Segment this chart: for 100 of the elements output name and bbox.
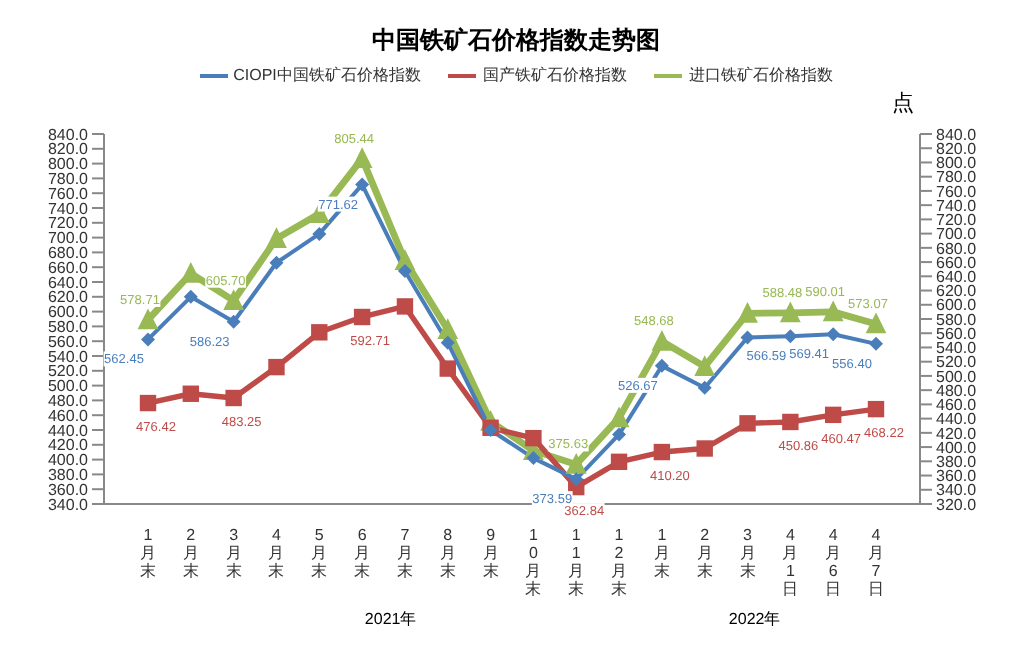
point bbox=[397, 263, 412, 278]
x-tick-label: 7月末 bbox=[396, 526, 413, 580]
x-tick-label: 10月末 bbox=[525, 526, 542, 598]
point bbox=[651, 329, 673, 351]
x-tick-label: 3月末 bbox=[739, 526, 756, 580]
point bbox=[826, 327, 841, 342]
point bbox=[312, 226, 327, 241]
text: 2022年 bbox=[726, 608, 783, 630]
y2-tick-label: 600.0 bbox=[936, 296, 978, 315]
legend-label: CIOPI中国铁矿石价格指数 bbox=[233, 64, 421, 86]
point bbox=[569, 472, 584, 487]
point bbox=[565, 453, 587, 474]
y2-tick-label: 480.0 bbox=[936, 381, 978, 400]
x-tick-label: 6月末 bbox=[354, 526, 371, 580]
point bbox=[869, 336, 883, 351]
point bbox=[266, 227, 287, 248]
x-tick-label: 4月7日 bbox=[868, 526, 884, 598]
legend-label: 进口铁矿石价格指数 bbox=[688, 64, 833, 86]
y2-tick-label: 520.0 bbox=[936, 353, 978, 372]
y2-tick-label: 740.0 bbox=[936, 196, 978, 215]
y2-tick-label: 540.0 bbox=[936, 339, 978, 358]
y2-tick-label: 320.0 bbox=[936, 495, 978, 514]
point bbox=[697, 380, 712, 395]
point bbox=[225, 389, 242, 407]
y2-tick-label: 380.0 bbox=[936, 452, 978, 471]
point bbox=[525, 429, 542, 447]
point bbox=[269, 255, 284, 270]
y-tick-label: 620.0 bbox=[47, 288, 90, 307]
y-tick-label: 600.0 bbox=[47, 303, 90, 322]
y-tick-label: 500.0 bbox=[47, 377, 90, 396]
x-tick-label: 4月1日 bbox=[782, 526, 799, 598]
x-tick-label: 4月末 bbox=[268, 526, 285, 580]
y-tick-label: 740.0 bbox=[47, 199, 90, 218]
point bbox=[355, 177, 370, 192]
x-tick-label: 9月末 bbox=[482, 526, 499, 580]
point bbox=[437, 318, 459, 340]
y2-tick-label: 580.0 bbox=[936, 310, 978, 329]
point bbox=[782, 413, 799, 431]
point bbox=[824, 406, 842, 424]
point bbox=[353, 308, 371, 326]
x-tick-label: 2月末 bbox=[696, 526, 713, 580]
y-tick-label: 340.0 bbox=[47, 495, 90, 514]
y2-tick-label: 340.0 bbox=[936, 481, 978, 500]
point bbox=[867, 400, 885, 418]
y2-tick-label: 500.0 bbox=[936, 367, 978, 386]
x-tick-label: 11月末 bbox=[568, 526, 585, 598]
y-tick-label: 680.0 bbox=[47, 244, 90, 263]
point bbox=[182, 385, 200, 402]
point bbox=[139, 394, 157, 412]
point bbox=[223, 289, 245, 311]
y-tick-label: 440.0 bbox=[47, 421, 90, 440]
y2-tick-label: 620.0 bbox=[936, 282, 978, 301]
y2-tick-label: 800.0 bbox=[936, 154, 978, 173]
y2-tick-label: 360.0 bbox=[936, 467, 978, 486]
point bbox=[439, 360, 456, 377]
x-tick-label: 8月末 bbox=[439, 526, 456, 580]
y2-tick-label: 840.0 bbox=[936, 125, 978, 144]
x-tick-label: 5月末 bbox=[311, 526, 328, 580]
legend-label: 国产铁矿石价格指数 bbox=[482, 64, 627, 86]
y2-tick-label: 720.0 bbox=[936, 211, 978, 230]
point bbox=[740, 330, 755, 345]
x-tick-label: 2月末 bbox=[182, 526, 199, 580]
point bbox=[183, 289, 198, 304]
y2-tick-label: 420.0 bbox=[936, 424, 978, 443]
y2-tick-label: 660.0 bbox=[936, 253, 978, 272]
y-tick-label: 480.0 bbox=[47, 392, 90, 411]
y2-tick-label: 760.0 bbox=[936, 182, 978, 201]
point bbox=[268, 358, 285, 376]
point bbox=[180, 262, 202, 283]
point bbox=[737, 301, 758, 323]
y-tick-label: 460.0 bbox=[47, 406, 90, 425]
point bbox=[610, 453, 628, 471]
y-tick-label: 800.0 bbox=[47, 155, 90, 174]
point bbox=[822, 300, 844, 322]
y-tick-label: 520.0 bbox=[47, 362, 90, 381]
point bbox=[226, 314, 241, 329]
y2-tick-label: 680.0 bbox=[936, 239, 978, 258]
y-tick-label: 840.0 bbox=[47, 125, 90, 144]
point bbox=[654, 358, 669, 373]
point bbox=[783, 329, 798, 344]
y-tick-label: 700.0 bbox=[47, 229, 90, 248]
y2-tick-label: 780.0 bbox=[936, 168, 978, 187]
x-tick-label: 1月末 bbox=[140, 526, 156, 580]
y-tick-label: 400.0 bbox=[47, 451, 90, 470]
x-tick-label: 3月末 bbox=[225, 526, 242, 580]
point bbox=[779, 301, 801, 323]
x-tick-label: 1月末 bbox=[653, 526, 670, 580]
point bbox=[696, 440, 713, 457]
y2-tick-label: 700.0 bbox=[936, 225, 978, 244]
x-tick-label: 4月6日 bbox=[825, 526, 842, 598]
x-tick-label: 12月末 bbox=[611, 526, 628, 598]
y2-tick-label: 400.0 bbox=[936, 438, 978, 457]
point bbox=[137, 308, 159, 330]
y-tick-label: 580.0 bbox=[47, 318, 90, 337]
y2-tick-label: 640.0 bbox=[936, 267, 978, 286]
y2-tick-label: 460.0 bbox=[936, 396, 978, 415]
point bbox=[526, 451, 541, 466]
y2-tick-label: 820.0 bbox=[936, 139, 978, 158]
chart-title: 中国铁矿石价格指数走势图 bbox=[370, 24, 662, 58]
point bbox=[612, 427, 627, 442]
